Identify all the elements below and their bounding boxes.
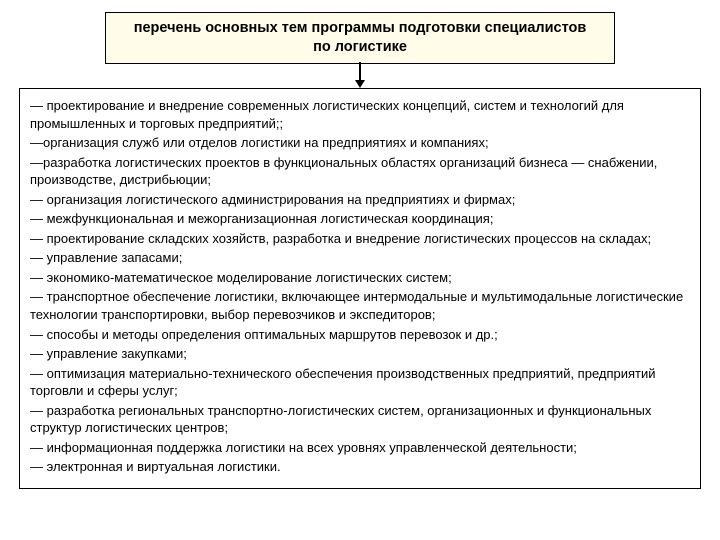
arrow-down-icon [358, 62, 362, 86]
list-item: — управление запасами; [30, 249, 690, 267]
list-item: — проектирование складских хозяйств, раз… [30, 230, 690, 248]
list-item: — управление закупками; [30, 345, 690, 363]
title-line-2: по логистике [313, 39, 407, 55]
list-item: —разработка логистических проектов в фун… [30, 154, 690, 189]
list-item: — электронная и виртуальная логистики. [30, 458, 690, 476]
list-item: — информационная поддержка логистики на … [30, 439, 690, 457]
list-item: — организация логистического администрир… [30, 191, 690, 209]
title-text: перечень основных тем программы подготов… [116, 19, 604, 57]
list-item: — межфункциональная и межорганизационная… [30, 210, 690, 228]
content-box: — проектирование и внедрение современных… [19, 88, 701, 489]
list-item: — разработка региональных транспортно-ло… [30, 402, 690, 437]
title-box: перечень основных тем программы подготов… [105, 12, 615, 64]
list-item: — оптимизация материально-технического о… [30, 365, 690, 400]
list-item: —организация служб или отделов логистики… [30, 134, 690, 152]
list-item: — проектирование и внедрение современных… [30, 97, 690, 132]
list-item: — способы и методы определения оптимальн… [30, 326, 690, 344]
title-line-1: перечень основных тем программы подготов… [134, 20, 587, 36]
list-item: — транспортное обеспечение логистики, вк… [30, 288, 690, 323]
list-item: — экономико-математическое моделирование… [30, 269, 690, 287]
